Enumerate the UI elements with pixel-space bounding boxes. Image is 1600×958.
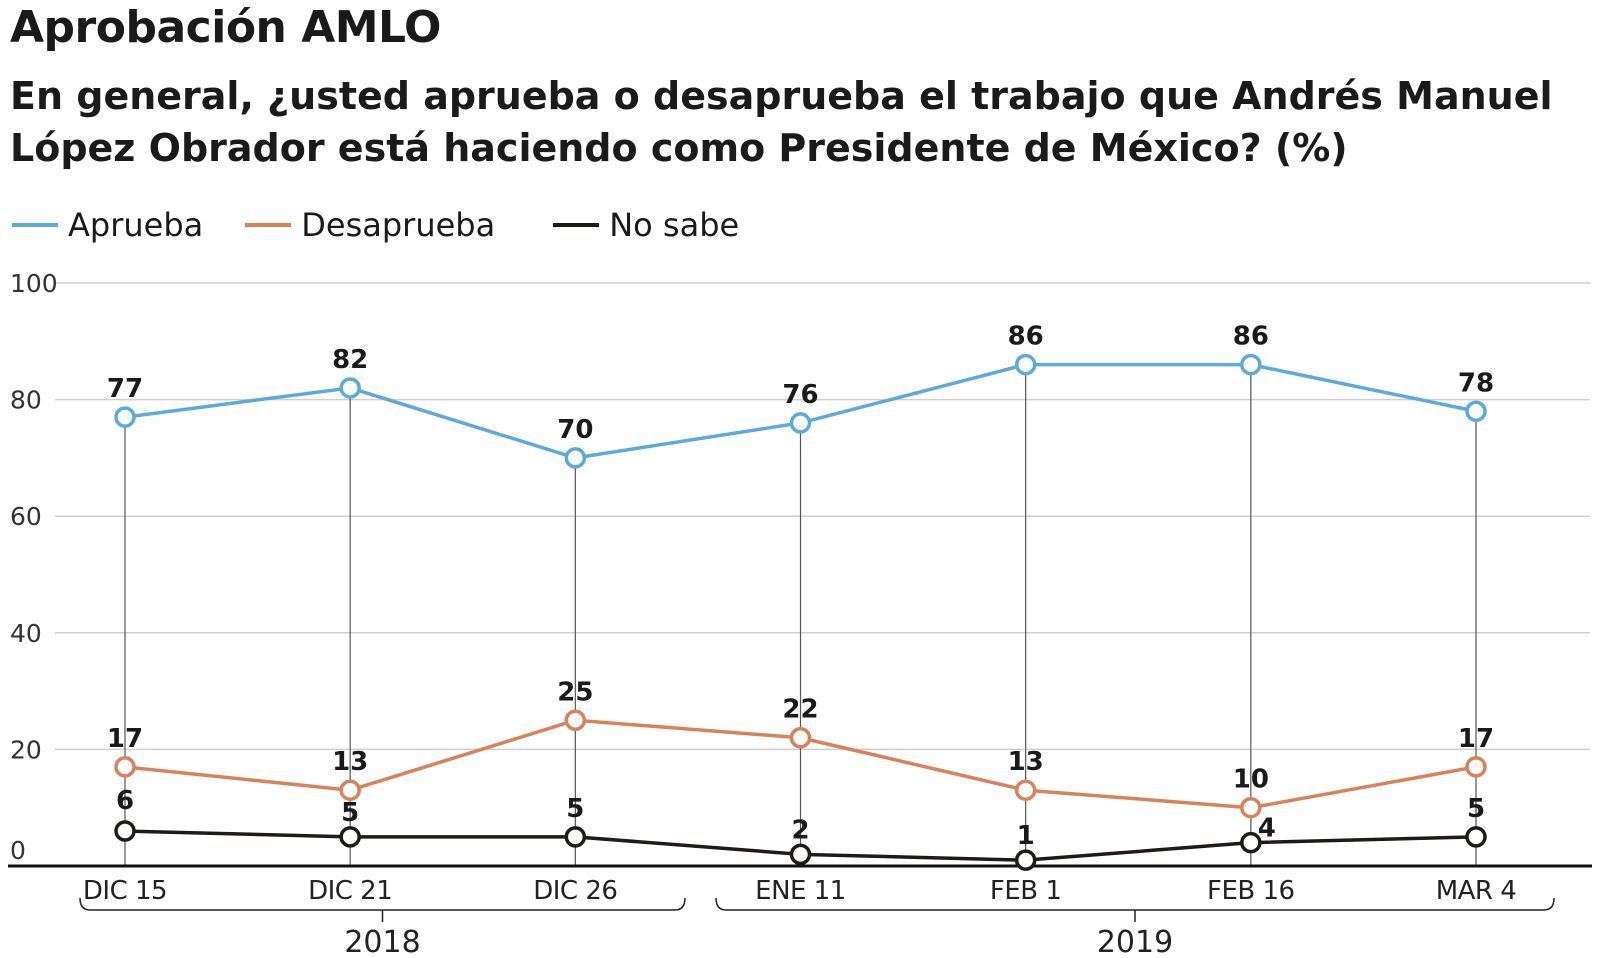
point-desaprueba-5 xyxy=(1014,779,1037,801)
x-tick-label-7: MAR 4 xyxy=(1436,876,1517,906)
data-label-aprueba-5: 86 xyxy=(1008,322,1044,352)
legend-item-aprueba: Aprueba xyxy=(12,206,203,244)
data-label-no_sabe-6: 4 xyxy=(1258,814,1276,844)
x-tick-label-6: FEB 16 xyxy=(1207,876,1295,906)
data-label-desaprueba-5: 13 xyxy=(1008,747,1044,777)
point-no_sabe-6 xyxy=(1240,831,1262,854)
point-aprueba-5 xyxy=(1014,353,1037,376)
data-label-desaprueba-3: 25 xyxy=(557,677,593,707)
data-label-aprueba-6: 86 xyxy=(1233,322,1269,352)
y-tick-label-40: 40 xyxy=(10,619,42,648)
legend-label-no-sabe: No sabe xyxy=(609,206,740,244)
legend-swatch-desaprueba xyxy=(245,223,292,227)
year-label-2018: 2018 xyxy=(344,925,420,958)
x-tick-label-2: DIC 21 xyxy=(308,876,392,906)
point-aprueba-4 xyxy=(789,412,812,434)
x-tick-label-5: FEB 1 xyxy=(990,876,1062,906)
point-no_sabe-2 xyxy=(339,826,361,848)
point-desaprueba-1 xyxy=(114,756,136,778)
point-no_sabe-1 xyxy=(114,820,136,842)
x-tick-label-1: DIC 15 xyxy=(83,876,167,906)
legend-item-no-sabe: No sabe xyxy=(553,206,739,244)
data-label-aprueba-2: 82 xyxy=(332,345,368,375)
point-desaprueba-7 xyxy=(1465,756,1487,778)
x-tick-label-3: DIC 26 xyxy=(533,876,617,906)
point-no_sabe-3 xyxy=(564,826,587,848)
x-tick-label-4: ENE 11 xyxy=(755,876,846,906)
point-desaprueba-2 xyxy=(339,779,361,801)
data-label-no_sabe-5: 1 xyxy=(1017,821,1035,851)
data-label-aprueba-4: 76 xyxy=(782,380,818,410)
y-tick-label-60: 60 xyxy=(10,502,42,531)
point-no_sabe-7 xyxy=(1465,826,1487,848)
legend-swatch-aprueba xyxy=(12,223,58,227)
point-desaprueba-6 xyxy=(1240,796,1262,819)
point-no_sabe-5 xyxy=(1014,849,1037,871)
point-aprueba-1 xyxy=(114,406,136,428)
data-label-aprueba-7: 78 xyxy=(1458,368,1494,398)
legend: Aprueba Desaprueba No sabe xyxy=(12,205,739,245)
data-label-desaprueba-6: 10 xyxy=(1233,765,1269,795)
legend-label-aprueba: Aprueba xyxy=(68,206,204,244)
point-desaprueba-3 xyxy=(564,709,587,731)
legend-label-desaprueba: Desaprueba xyxy=(301,206,496,244)
data-label-desaprueba-1: 17 xyxy=(107,724,143,754)
point-aprueba-7 xyxy=(1465,400,1487,423)
data-label-no_sabe-3: 5 xyxy=(566,794,584,824)
point-no_sabe-4 xyxy=(789,843,812,866)
point-aprueba-2 xyxy=(339,377,361,399)
data-label-aprueba-3: 70 xyxy=(557,415,593,445)
data-label-aprueba-1: 77 xyxy=(107,374,143,404)
chart-title: Aprobación AMLO xyxy=(10,2,441,53)
year-label-2019: 2019 xyxy=(1097,925,1173,958)
y-tick-label-20: 20 xyxy=(10,735,42,764)
data-label-no_sabe-4: 2 xyxy=(791,815,809,845)
y-tick-label-80: 80 xyxy=(10,386,42,415)
data-label-no_sabe-2: 5 xyxy=(341,798,359,828)
legend-item-desaprueba: Desaprueba xyxy=(245,206,495,244)
point-aprueba-3 xyxy=(564,447,587,469)
legend-swatch-no-sabe xyxy=(553,223,600,227)
chart-subtitle: En general, ¿usted aprueba o desaprueba … xyxy=(10,74,1553,170)
point-aprueba-6 xyxy=(1240,353,1262,376)
y-tick-label-100: 100 xyxy=(10,269,58,298)
data-label-desaprueba-7: 17 xyxy=(1458,724,1494,754)
data-label-desaprueba-4: 22 xyxy=(782,695,818,725)
data-label-no_sabe-1: 6 xyxy=(116,786,134,816)
data-label-no_sabe-7: 5 xyxy=(1467,794,1485,824)
point-desaprueba-4 xyxy=(789,726,812,749)
y-tick-label-0: 0 xyxy=(10,836,26,865)
data-label-desaprueba-2: 13 xyxy=(332,747,368,777)
